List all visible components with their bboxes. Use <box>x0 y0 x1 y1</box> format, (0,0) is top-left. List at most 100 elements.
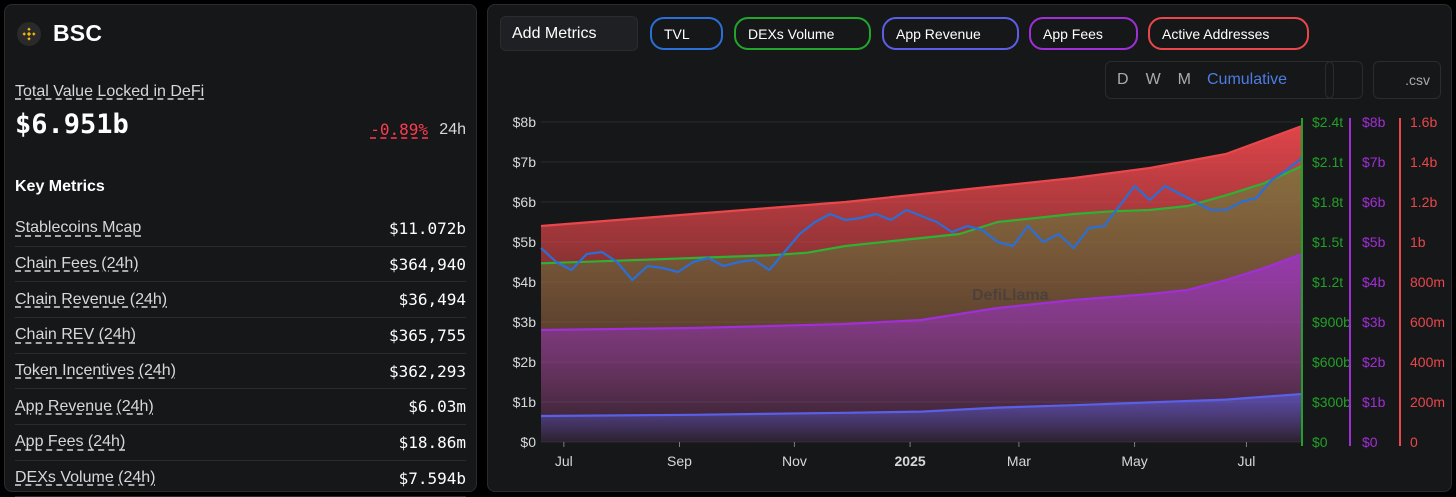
period-daily-button[interactable]: D <box>1117 71 1129 88</box>
y-tick-label: $1.2t <box>1312 274 1343 290</box>
y-tick-label: $7b <box>513 154 537 170</box>
series-lines <box>540 124 1303 418</box>
bnb-chain-logo-icon <box>17 21 41 46</box>
active-addresses-line <box>540 124 1303 228</box>
metric-label[interactable]: Chain Fees (24h) <box>15 255 139 273</box>
metric-value: $362,293 <box>388 361 466 381</box>
app-revenue-line <box>540 392 1303 418</box>
tvl-change[interactable]: -0.89% <box>370 120 428 139</box>
y-tick-label: $3b <box>513 314 537 330</box>
y-tick-label: $0 <box>1312 434 1328 450</box>
metric-label[interactable]: Chain Revenue (24h) <box>15 290 168 308</box>
period-monthly-button[interactable]: M <box>1177 71 1191 88</box>
period-weekly-button[interactable]: W <box>1145 71 1161 88</box>
app-revenue-toggle[interactable]: App Revenue <box>882 17 1019 50</box>
y-tick-label: 1b <box>1410 234 1426 250</box>
y-tick-label: 600m <box>1410 314 1445 330</box>
y-tick-label: $0 <box>1362 434 1378 450</box>
app-fees-area <box>541 254 1302 442</box>
metric-label[interactable]: Stablecoins Mcap <box>15 219 142 237</box>
key-metrics-list: Stablecoins Mcap $11.072b Chain Fees (24… <box>15 211 466 497</box>
metric-row-token-incentives: Token Incentives (24h) $362,293 <box>15 354 466 390</box>
y-tick-label: 400m <box>1410 354 1445 370</box>
key-metrics-title: Key Metrics <box>15 178 105 195</box>
y-tick-label: 0 <box>1410 434 1418 450</box>
metric-label[interactable]: App Revenue (24h) <box>15 397 154 415</box>
app-fees-toggle[interactable]: App Fees <box>1029 17 1138 50</box>
embed-icon[interactable] <box>1325 61 1363 99</box>
metric-value: $6.03m <box>408 397 466 417</box>
x-tick-label: Sep <box>667 453 692 469</box>
metric-value: $7.594b <box>398 468 466 488</box>
chart-axes: $0 $1b $2b $3b $4b $5b $6b $7b $8b $0 $300b $600b $9… <box>513 114 1445 469</box>
tvl-line <box>540 157 1303 282</box>
period-cumulative-button[interactable]: Cumulative <box>1207 71 1288 88</box>
chain-overview-panel: BSC Total Value Locked in DeFi $6.951b -… <box>4 4 477 497</box>
y-tick-label: $1b <box>513 394 537 410</box>
y-tick-label: $0 <box>520 434 536 450</box>
y-tick-label: $4b <box>513 274 537 290</box>
metric-value: $11.072b <box>388 218 466 238</box>
tvl-period: 24h <box>439 121 466 138</box>
chain-name: BSC <box>53 20 103 46</box>
y-tick-label: $600b <box>1312 354 1351 370</box>
metric-value: $36,494 <box>398 290 466 310</box>
metric-label[interactable]: App Fees (24h) <box>15 433 126 451</box>
y-tick-label: $5b <box>1362 234 1386 250</box>
y-tick-label: $7b <box>1362 154 1386 170</box>
csv-download-button[interactable]: .csv <box>1373 61 1441 99</box>
y-tick-label: $2.4t <box>1312 114 1343 130</box>
metric-row-chain-rev: Chain REV (24h) $365,755 <box>15 318 466 354</box>
y-tick-label: 1.2b <box>1410 194 1437 210</box>
csv-label: .csv <box>1405 72 1430 88</box>
metric-row-app-revenue: App Revenue (24h) $6.03m <box>15 389 466 426</box>
app-fees-line <box>540 252 1303 332</box>
y-tick-label: $1.8t <box>1312 194 1343 210</box>
x-tick-label: 2025 <box>895 453 926 469</box>
y-tick-label: $5b <box>513 234 537 250</box>
y-tick-label: $2.1t <box>1312 154 1343 170</box>
x-tick-label: Jul <box>1237 453 1255 469</box>
defillama-watermark: DefiLlama <box>972 287 1049 304</box>
series-areas <box>541 126 1302 442</box>
metric-label[interactable]: Token Incentives (24h) <box>15 362 176 380</box>
y-tick-label: $1b <box>1362 394 1386 410</box>
y-tick-label: $2b <box>513 354 537 370</box>
add-metrics-button[interactable]: Add Metrics <box>500 16 638 51</box>
y-tick-label: $8b <box>513 114 537 130</box>
metric-label[interactable]: DEXs Volume (24h) <box>15 469 156 487</box>
metric-row-app-fees: App Fees (24h) $18.86m <box>15 425 466 461</box>
tvl-value: $6.951b <box>15 109 129 140</box>
y-tick-label: $6b <box>513 194 537 210</box>
active-addresses-toggle[interactable]: Active Addresses <box>1148 17 1309 50</box>
tvl-label[interactable]: Total Value Locked in DeFi <box>15 83 205 100</box>
x-tick-label: May <box>1121 453 1147 469</box>
app-revenue-area <box>541 394 1302 442</box>
tvl-toggle[interactable]: TVL <box>650 17 723 50</box>
dexs-volume-toggle[interactable]: DEXs Volume <box>734 17 871 50</box>
y-tick-label: 1.6b <box>1410 114 1437 130</box>
metric-row-chain-revenue: Chain Revenue (24h) $36,494 <box>15 282 466 319</box>
chain-header: BSC <box>17 20 102 47</box>
y-tick-label: $1.5t <box>1312 234 1343 250</box>
y-tick-label: $2b <box>1362 354 1386 370</box>
period-selector: D W M Cumulative <box>1105 61 1334 99</box>
y-tick-label: 800m <box>1410 274 1445 290</box>
y-tick-label: $6b <box>1362 194 1386 210</box>
metric-label[interactable]: Chain REV (24h) <box>15 326 136 344</box>
y-tick-label: 1.4b <box>1410 154 1437 170</box>
y-tick-label: $300b <box>1312 394 1351 410</box>
x-tick-label: Nov <box>782 453 807 469</box>
metric-value: $365,755 <box>388 325 466 345</box>
watermark-text: DefiLlama <box>972 287 1049 304</box>
y-tick-label: 200m <box>1410 394 1445 410</box>
metric-value: $364,940 <box>388 254 466 274</box>
y-tick-label: $3b <box>1362 314 1386 330</box>
metric-value: $18.86m <box>398 432 466 452</box>
y-tick-label: $8b <box>1362 114 1386 130</box>
y-tick-label: $900b <box>1312 314 1351 330</box>
x-tick-label: Jul <box>555 453 573 469</box>
y-tick-label: $4b <box>1362 274 1386 290</box>
metric-row-chain-fees: Chain Fees (24h) $364,940 <box>15 247 466 283</box>
